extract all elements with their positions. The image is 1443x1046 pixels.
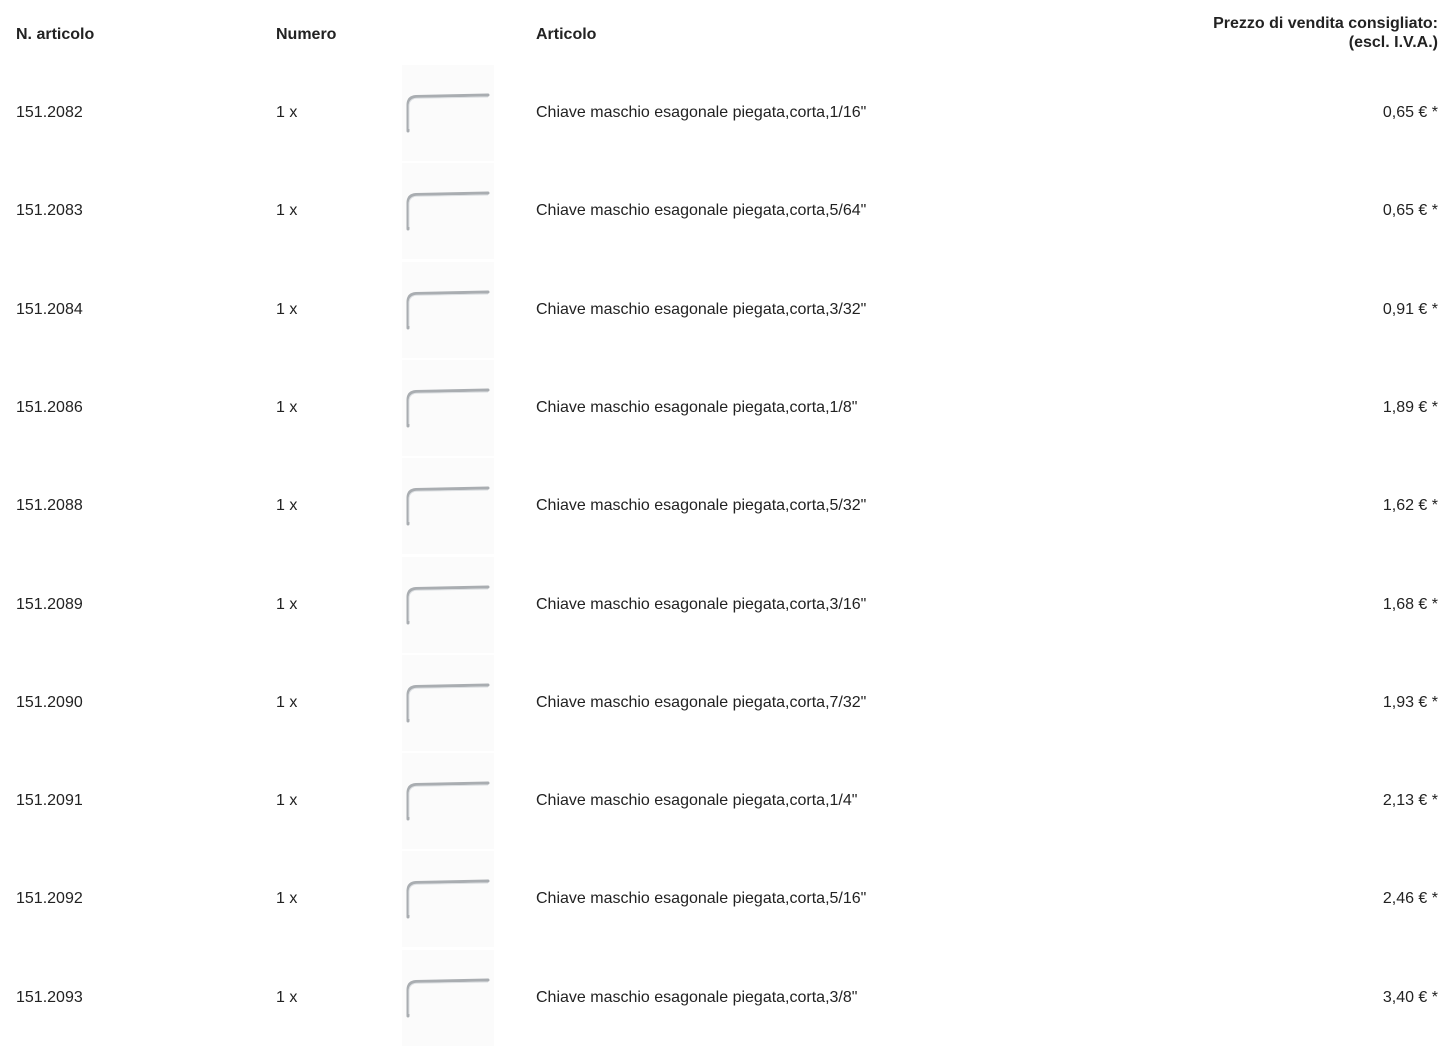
hex-key <box>406 191 490 231</box>
hex-key-highlight <box>408 96 489 129</box>
article-no: 151.2088 <box>16 497 83 515</box>
product-image <box>402 163 494 260</box>
article-no: 151.2091 <box>16 792 83 810</box>
quantity: 1 x <box>276 890 298 908</box>
article-name: Chiave maschio esagonale piegata,corta,1… <box>536 104 867 121</box>
product-image <box>402 851 494 948</box>
article-no: 151.2082 <box>16 104 83 121</box>
article-name: Chiave maschio esagonale piegata,corta,5… <box>536 497 867 515</box>
hex-key-highlight <box>408 882 489 916</box>
hex-key-highlight <box>408 489 489 523</box>
hex-key <box>406 388 490 428</box>
image-bg <box>402 163 494 260</box>
image-bg <box>402 753 494 850</box>
article-no: 151.2084 <box>16 300 83 318</box>
article-no: 151.2090 <box>16 693 83 711</box>
hex-key <box>406 879 490 919</box>
hex-key-highlight <box>408 194 489 228</box>
price: 2,46 € * <box>1382 890 1438 908</box>
hex-key-highlight <box>408 293 489 326</box>
image-bg <box>402 261 494 358</box>
price: 3,40 € * <box>1382 988 1438 1006</box>
quantity: 1 x <box>276 988 298 1006</box>
quantity: 1 x <box>276 595 298 613</box>
product-image <box>402 359 494 456</box>
article-no: 151.2093 <box>16 988 83 1006</box>
article-name: Chiave maschio esagonale piegata,corta,1… <box>536 792 858 810</box>
product-image <box>402 654 494 751</box>
page-body: N. articolo Numero Articolo Prezzo di ve… <box>16 15 1438 1018</box>
price: 1,89 € * <box>1382 398 1438 416</box>
quantity: 1 x <box>276 693 298 711</box>
hex-key <box>406 781 490 821</box>
article-no: 151.2083 <box>16 202 83 220</box>
hex-key <box>406 93 490 133</box>
quantity: 1 x <box>276 398 298 416</box>
price: 1,68 € * <box>1382 595 1438 613</box>
hex-key-highlight <box>408 784 489 818</box>
image-bg <box>402 949 494 1046</box>
article-name: Chiave maschio esagonale piegata,corta,5… <box>536 890 867 908</box>
price: 0,91 € * <box>1382 300 1438 318</box>
quantity: 1 x <box>276 497 298 515</box>
article-name: Chiave maschio esagonale piegata,corta,3… <box>536 300 867 318</box>
article-name: Chiave maschio esagonale piegata,corta,1… <box>536 398 858 416</box>
hex-key-highlight <box>408 391 489 424</box>
quantity: 1 x <box>276 104 298 121</box>
article-no: 151.2092 <box>16 890 83 908</box>
article-no: 151.2089 <box>16 595 83 613</box>
product-image <box>402 753 494 850</box>
header-price: Prezzo di vendita consigliato: <box>1213 15 1438 32</box>
hex-key-highlight <box>408 686 489 719</box>
image-bg <box>402 851 494 948</box>
price: 1,93 € * <box>1382 693 1438 711</box>
article-name: Chiave maschio esagonale piegata,corta,7… <box>536 693 867 711</box>
quantity: 1 x <box>276 202 298 220</box>
article-name: Chiave maschio esagonale piegata,corta,3… <box>536 988 858 1006</box>
image-bg <box>402 65 494 161</box>
hex-key <box>406 683 490 723</box>
article-name: Chiave maschio esagonale piegata,corta,3… <box>536 595 867 613</box>
header-article-no: N. articolo <box>16 26 95 43</box>
quantity: 1 x <box>276 792 298 810</box>
price: 0,65 € * <box>1382 202 1438 220</box>
hex-key <box>406 978 490 1018</box>
hex-key <box>406 585 490 624</box>
article-name: Chiave maschio esagonale piegata,corta,5… <box>536 202 867 220</box>
hex-key <box>406 290 490 330</box>
image-bg <box>402 556 494 653</box>
product-image <box>402 949 494 1046</box>
product-image <box>402 65 494 161</box>
header-quantity: Numero <box>276 26 337 43</box>
product-image <box>402 261 494 358</box>
hex-key-highlight <box>408 588 489 621</box>
product-image <box>402 458 494 555</box>
article-no: 151.2086 <box>16 398 83 416</box>
price: 2,13 € * <box>1382 792 1438 810</box>
image-bg <box>402 654 494 751</box>
hex-key <box>406 486 490 526</box>
price: 0,65 € * <box>1382 104 1438 121</box>
image-bg <box>402 359 494 456</box>
price: 1,62 € * <box>1382 497 1438 515</box>
quantity: 1 x <box>276 300 298 318</box>
hex-key-highlight <box>408 981 489 1014</box>
header-price-note: (escl. I.V.A.) <box>1348 34 1438 51</box>
header-article: Articolo <box>536 26 597 43</box>
product-image <box>402 556 494 653</box>
image-bg <box>402 458 494 555</box>
product-table: N. articolo Numero Articolo Prezzo di ve… <box>16 15 1438 1018</box>
